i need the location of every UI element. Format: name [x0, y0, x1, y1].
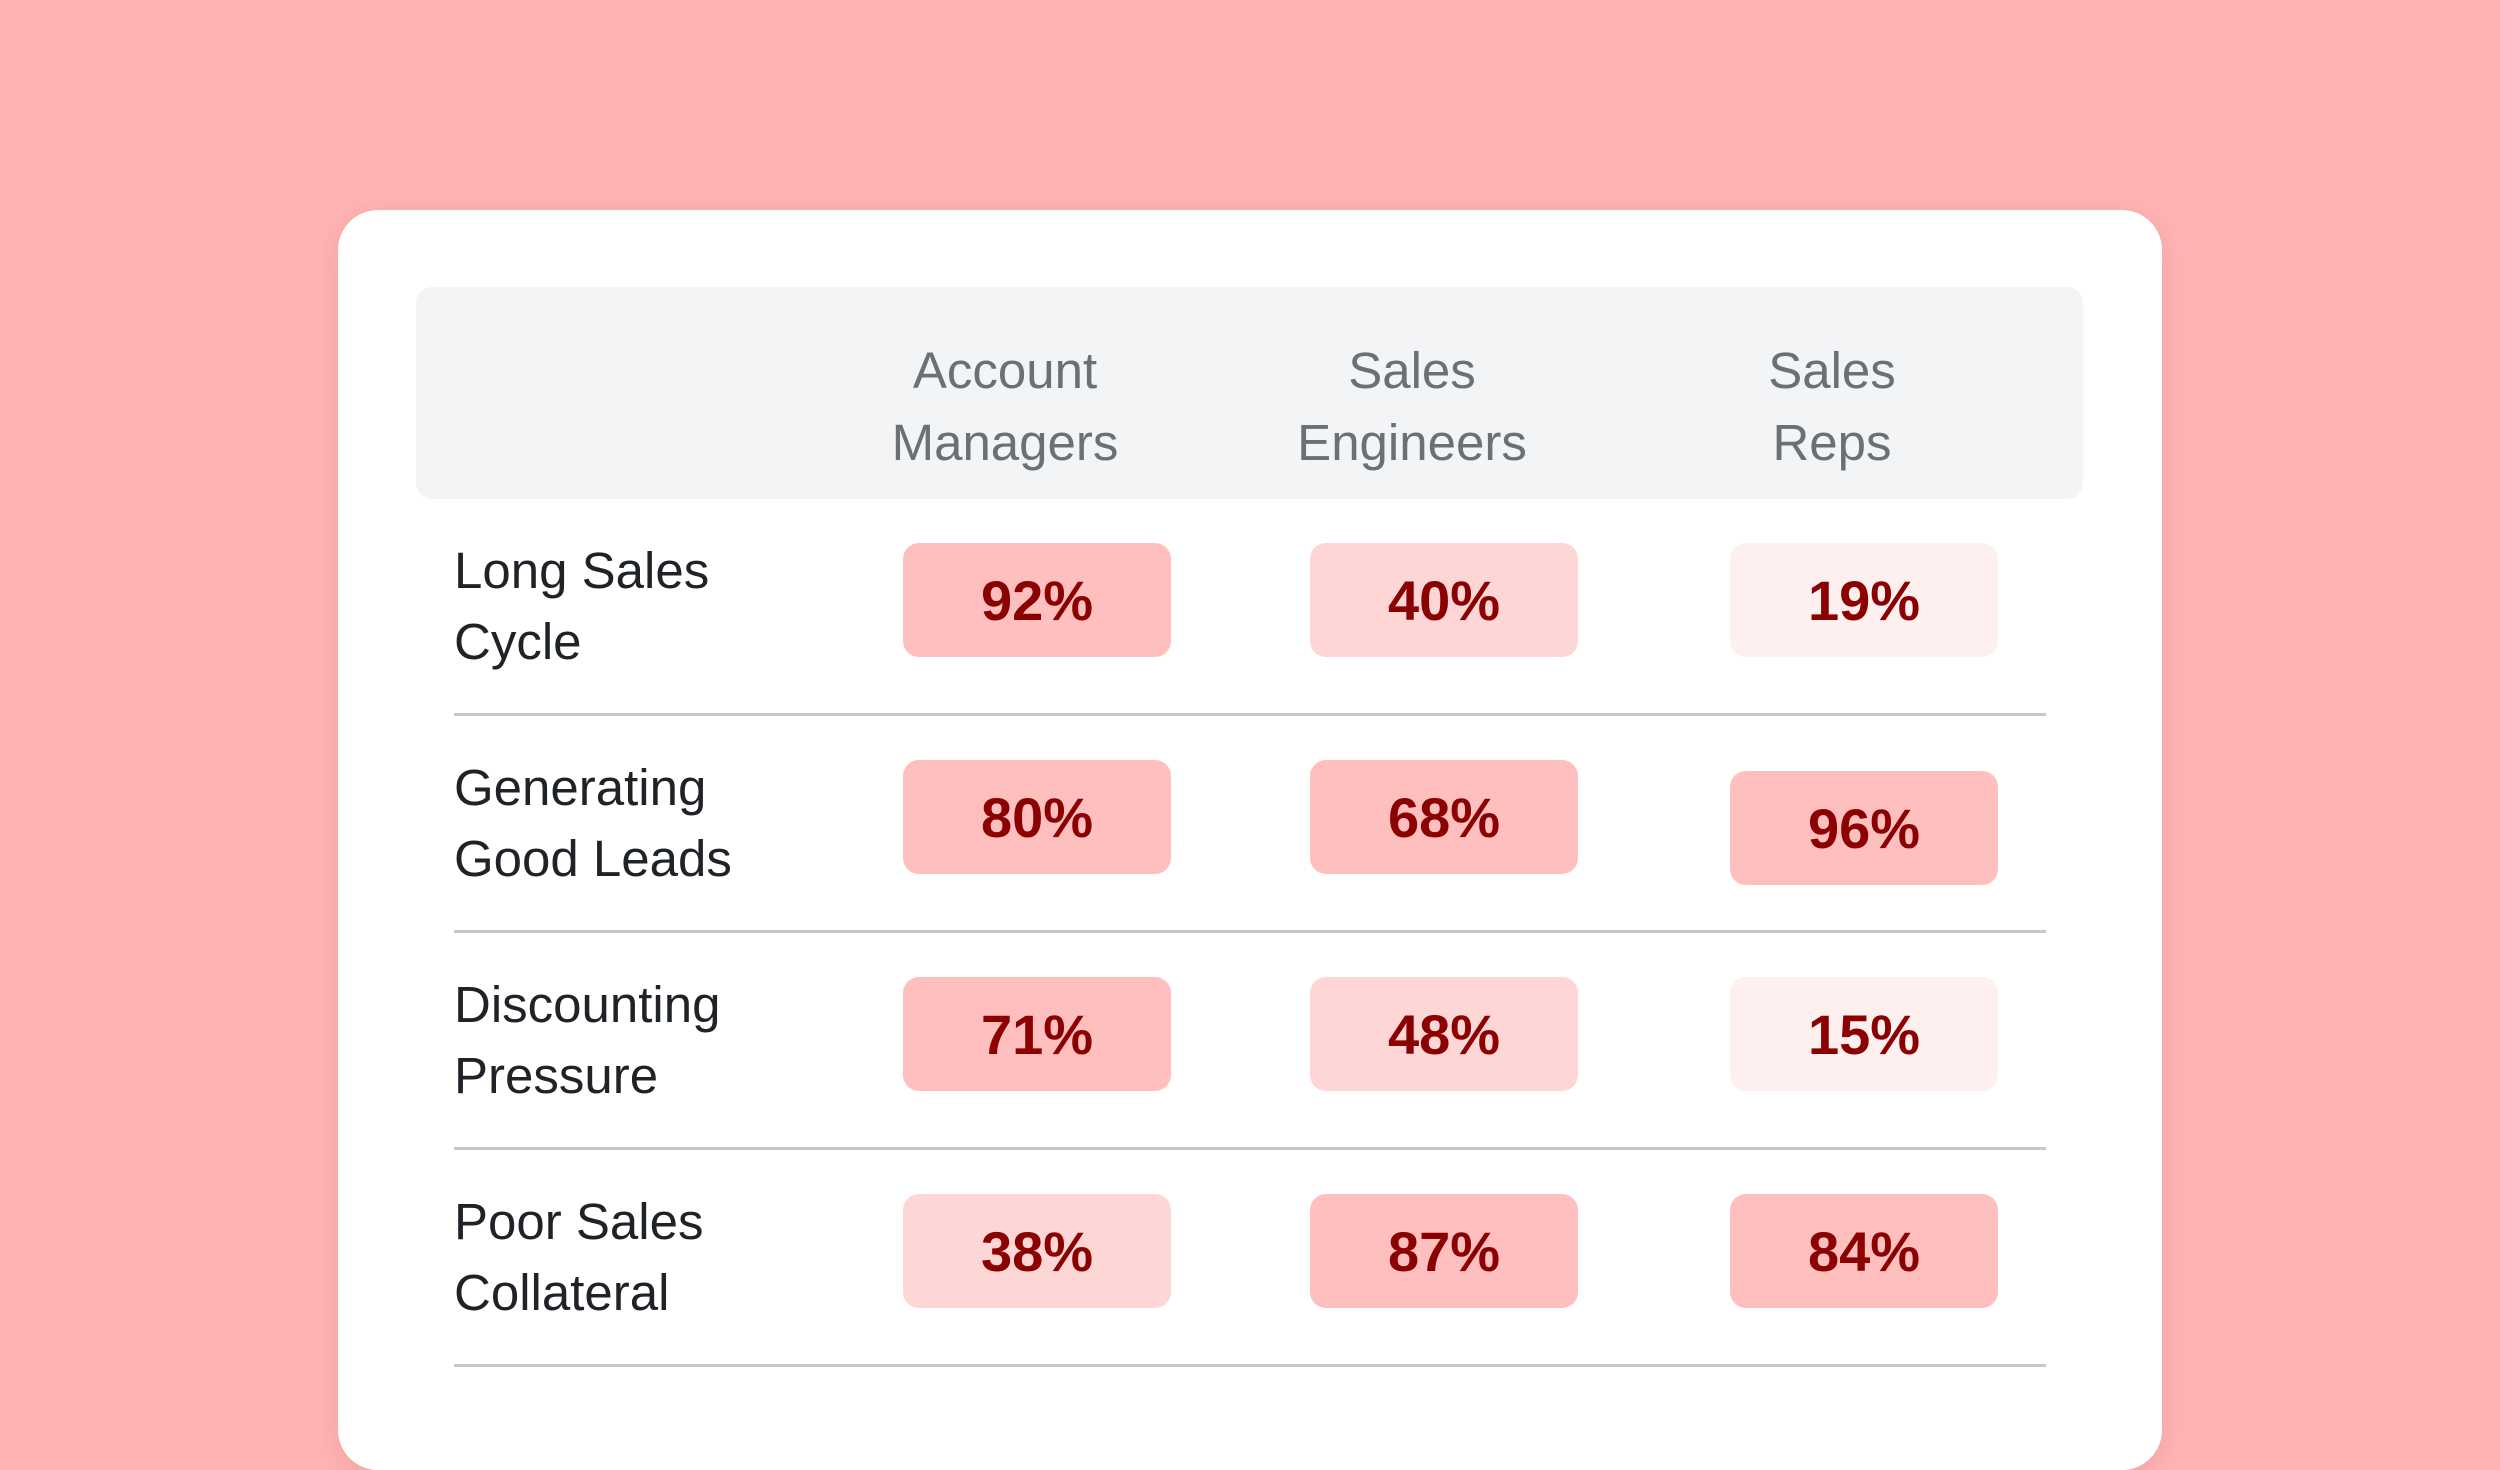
value-cell: 96% [1730, 771, 1998, 885]
value-cell: 48% [1310, 977, 1578, 1091]
value-cell: 38% [903, 1194, 1171, 1308]
value-cell: 84% [1730, 1194, 1998, 1308]
row-label: Generating Good Leads [454, 759, 732, 887]
value-cell: 71% [903, 977, 1171, 1091]
row-divider [454, 1147, 2046, 1150]
row-label: Long Sales Cycle [454, 542, 710, 670]
value-cell: 19% [1730, 543, 1998, 657]
column-header-sales-engineers: Sales Engineers [1297, 342, 1527, 471]
value-cell: 87% [1310, 1194, 1578, 1308]
table-row: Discounting Pressure 71% 48% 15% [454, 933, 2046, 1150]
value-cell: 68% [1310, 760, 1578, 874]
column-header-account-managers: Account Managers [891, 342, 1119, 471]
table-card: Account Managers Sales Engineers Sales R… [338, 210, 2162, 1470]
row-divider [454, 930, 2046, 933]
value-cell: 92% [903, 543, 1171, 657]
row-label: Poor Sales Collateral [454, 1193, 704, 1321]
value-cell: 40% [1310, 543, 1578, 657]
row-label: Discounting Pressure [454, 976, 721, 1104]
table-row: Poor Sales Collateral 38% 87% 84% [454, 1150, 2046, 1367]
table-row: Generating Good Leads 80% 68% 96% [454, 716, 2046, 933]
table-header: Account Managers Sales Engineers Sales R… [416, 287, 2083, 499]
row-divider [454, 1364, 2046, 1367]
table-row: Long Sales Cycle 92% 40% 19% [454, 499, 2046, 716]
column-header-sales-reps: Sales Reps [1768, 342, 1896, 471]
value-cell: 15% [1730, 977, 1998, 1091]
value-cell: 80% [903, 760, 1171, 874]
row-divider [454, 713, 2046, 716]
